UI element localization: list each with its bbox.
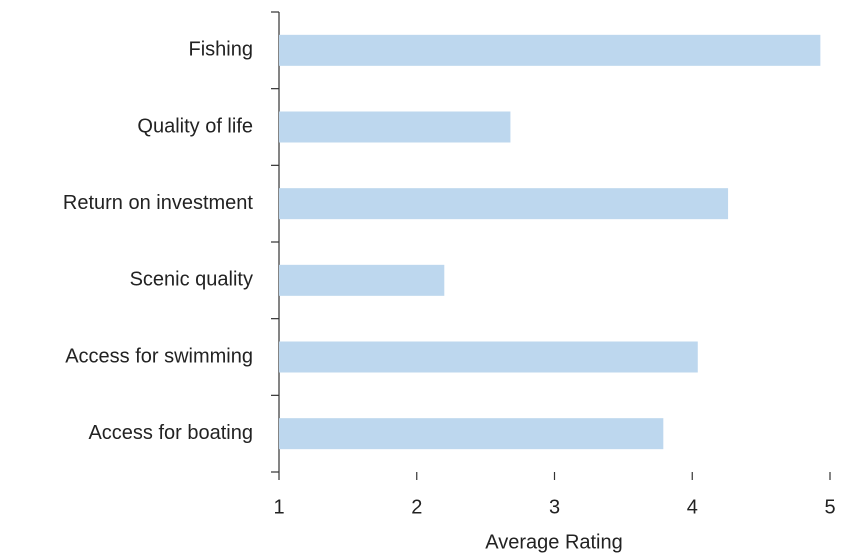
x-tick-label: 5	[824, 496, 835, 518]
y-tick-label: Quality of life	[137, 115, 253, 137]
bar	[279, 418, 664, 450]
y-tick-label: Access for swimming	[65, 345, 253, 367]
x-tick-label: 2	[411, 496, 422, 518]
bar	[279, 111, 511, 143]
x-axis-title: Average Rating	[485, 531, 623, 553]
y-tick-label: Scenic quality	[130, 269, 253, 291]
x-tick-label: 1	[273, 496, 284, 518]
x-tick-label: 4	[687, 496, 698, 518]
y-tick-label: Return on investment	[63, 192, 254, 214]
y-tick-label: Access for boating	[88, 422, 253, 444]
y-tick-label: Fishing	[189, 39, 253, 61]
bar	[279, 264, 445, 296]
bar	[279, 341, 698, 373]
bar	[279, 188, 729, 220]
bar	[279, 34, 821, 66]
x-tick-label: 3	[549, 496, 560, 518]
